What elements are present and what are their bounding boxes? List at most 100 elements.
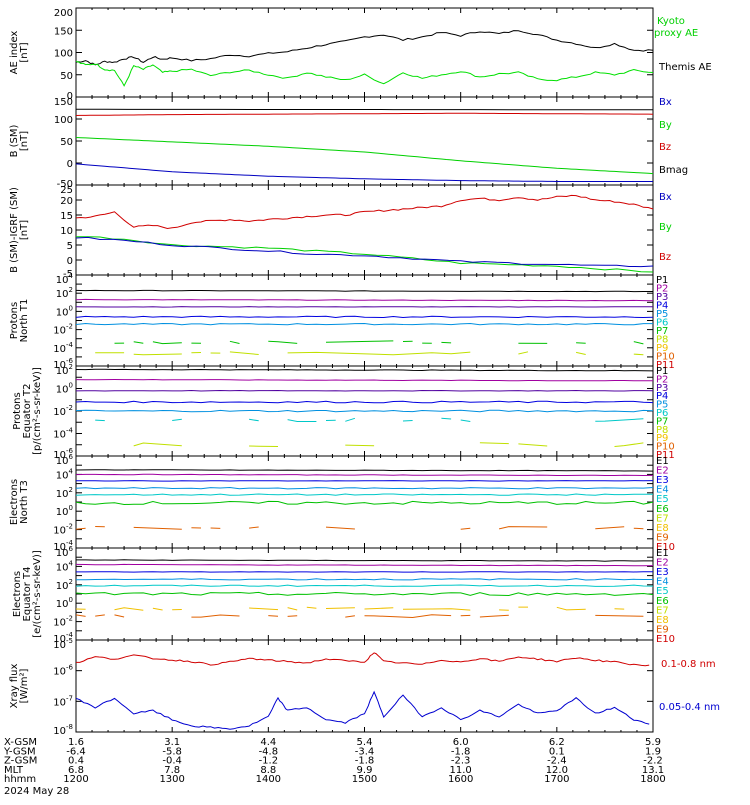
y-tick-label: 106 — [56, 453, 74, 467]
y-axis-label-line: [nT] — [19, 131, 30, 151]
y-tick-label: 10-4 — [53, 341, 73, 355]
y-tick-label: 102 — [56, 286, 73, 300]
y-tick-label: 10-6 — [53, 664, 73, 678]
legend-kyoto-proxy-ae: proxy AE — [654, 28, 698, 39]
y-axis-label: AE index[nT] — [9, 31, 30, 75]
ephemeris-value: 1800 — [640, 774, 665, 785]
legend-xray-long: 0.05-0.4 nm — [659, 702, 720, 713]
y-tick-label: 100 — [56, 596, 73, 610]
legend-bmag: Bmag — [659, 165, 688, 176]
ephemeris-value: 1700 — [544, 774, 569, 785]
y-tick-label: 10-2 — [53, 523, 73, 537]
legend-themis-ae: Themis AE — [658, 62, 712, 73]
legend-by: By — [659, 222, 672, 233]
series-line-0-1-0-8-nm — [76, 653, 649, 666]
series-line-0-05-0-4-nm — [76, 692, 649, 729]
y-tick-label: 50 — [60, 137, 73, 148]
y-axis-label-line: [W/m²] — [19, 668, 30, 703]
y-axis-label: Xray flux[W/m²] — [9, 664, 30, 709]
series-line-bz — [76, 195, 653, 228]
channel-line-p4 — [76, 316, 653, 317]
y-tick-label: 10-7 — [53, 694, 73, 708]
panel-frame — [76, 8, 653, 97]
y-tick-label: 10-4 — [53, 427, 73, 441]
y-axis-label-line: [nT] — [19, 42, 30, 62]
y-tick-label: 10 — [60, 226, 73, 237]
channel-line-e6 — [76, 501, 653, 504]
y-tick-label: 0 — [67, 159, 73, 170]
y-tick-label: 20 — [60, 196, 73, 207]
series-line-by — [76, 237, 653, 272]
channel-line-p1 — [76, 290, 653, 291]
y-tick-label: 25 — [60, 185, 73, 196]
y-tick-label: 104 — [56, 559, 74, 573]
y-tick-label: 10-2 — [53, 323, 73, 337]
panel-frame — [76, 275, 653, 366]
channel-line-p2 — [76, 299, 653, 300]
channel-line-e2 — [76, 564, 653, 565]
y-tick-label: 100 — [54, 49, 73, 60]
y-tick-label: 10-2 — [53, 404, 73, 418]
y-tick-label: 10-2 — [53, 615, 73, 629]
legend-bx: Bx — [659, 97, 672, 108]
channel-line-p8 — [95, 352, 643, 355]
channel-line-e8 — [76, 607, 653, 610]
legend-by: By — [659, 120, 672, 131]
channel-line-e6 — [76, 592, 653, 595]
legend-bx: Bx — [659, 192, 672, 203]
y-tick-label: 0 — [67, 256, 73, 267]
channel-line-p7 — [115, 341, 654, 344]
channel-line-p5 — [76, 410, 653, 412]
y-axis-label: B (SM)-IGRF (SM)[nT] — [9, 187, 30, 273]
series-line-bmag — [76, 109, 653, 110]
channel-line-p5 — [76, 324, 653, 325]
legend-bz: Bz — [659, 252, 671, 263]
y-tick-label: 104 — [56, 272, 74, 286]
y-tick-label: 102 — [56, 363, 73, 377]
channel-line-e2 — [76, 474, 653, 475]
y-axis-label-line: [p/(cm²-s-sr-keV)] — [32, 367, 43, 455]
y-tick-label: 104 — [56, 467, 74, 481]
series-line-themis-ae — [76, 31, 653, 65]
series-line-bx — [76, 237, 653, 266]
y-tick-label: 102 — [56, 578, 73, 592]
ephemeris-value: 1500 — [352, 774, 377, 785]
channel-line-e5 — [76, 494, 653, 495]
series-line-by — [76, 138, 653, 174]
ephemeris-value: 1400 — [256, 774, 281, 785]
y-tick-label: 50 — [60, 71, 73, 82]
ephemeris-value: 1300 — [159, 774, 184, 785]
legend-kyoto-proxy-ae: Kyoto — [657, 16, 685, 27]
channel-line-p6 — [95, 418, 653, 421]
channel-line-e4 — [76, 579, 653, 580]
channel-line-e5 — [76, 585, 653, 586]
y-tick-label: 10-5 — [53, 637, 73, 651]
channel-line-p4 — [76, 401, 653, 403]
channel-line-e1 — [76, 560, 653, 561]
y-axis-label: B (SM)[nT] — [9, 124, 30, 157]
y-tick-label: 150 — [54, 26, 73, 37]
legend-xray-short: 0.1-0.8 nm — [661, 659, 716, 670]
y-tick-label: 100 — [56, 504, 73, 518]
panel-frame — [76, 185, 653, 275]
panel-frame — [76, 640, 653, 732]
series-line-bx — [76, 164, 653, 182]
y-tick-label: 102 — [56, 486, 73, 500]
channel-line-p2 — [76, 380, 653, 381]
y-tick-label: 100 — [54, 115, 73, 126]
channel-line-e9 — [76, 527, 653, 530]
ephemeris-value: 1600 — [448, 774, 473, 785]
series-line-bz — [76, 113, 653, 115]
channel-line-e9 — [76, 615, 653, 618]
y-axis-label-line: North T1 — [19, 299, 30, 343]
channel-line-p8 — [134, 443, 653, 447]
y-tick-label: 100 — [56, 304, 73, 318]
y-tick-label: 100 — [56, 382, 73, 396]
channel-line-e1 — [76, 470, 653, 471]
y-tick-label: 106 — [56, 545, 74, 559]
